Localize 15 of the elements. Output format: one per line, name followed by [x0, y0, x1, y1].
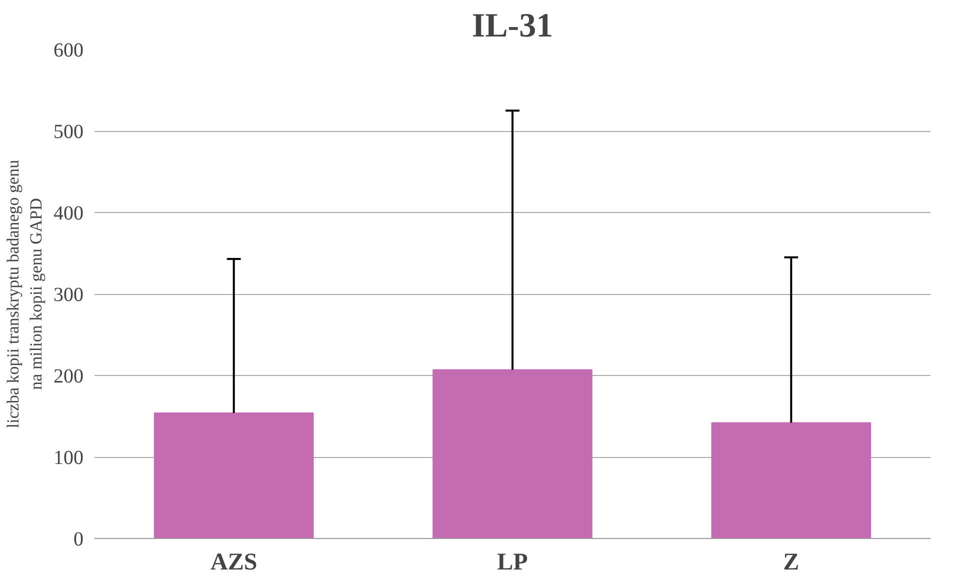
bar: [432, 369, 592, 538]
y-axis-title: liczba kopii transkryptu badanego genu na milion kopii genu GAPD: [4, 159, 46, 428]
y-tick-label: 0: [74, 528, 84, 550]
y-tick-label: 300: [54, 284, 84, 306]
x-tick-label: Z: [783, 550, 800, 576]
chart-title: IL-31: [472, 8, 554, 44]
bar: [154, 412, 314, 538]
bar: [711, 422, 872, 538]
x-tick-label: AZS: [210, 550, 258, 576]
y-tick-label: 100: [54, 447, 84, 469]
y-tick-label: 400: [54, 202, 84, 224]
y-tick-label: 600: [54, 40, 84, 62]
y-tick-label: 200: [54, 366, 84, 388]
x-tick-label: LP: [497, 550, 528, 576]
y-tick-label: 500: [54, 121, 84, 143]
